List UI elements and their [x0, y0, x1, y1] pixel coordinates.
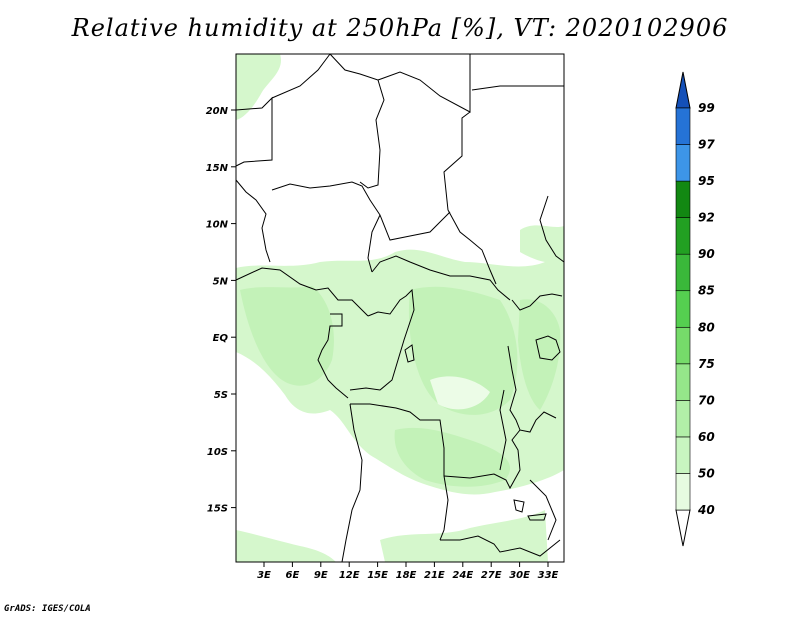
colorbar-label: 85 — [698, 284, 715, 298]
colorbar-label: 92 — [698, 211, 715, 225]
border-segment — [235, 179, 271, 263]
border-segment — [440, 535, 561, 557]
colorbar-label: 90 — [698, 247, 715, 261]
colorbar-box — [675, 400, 691, 438]
humidity-patch-southwest — [236, 530, 336, 562]
border-segment — [443, 111, 497, 285]
longitude-tick-label: 24E — [452, 570, 473, 581]
border-segment — [350, 403, 449, 541]
border-segment — [329, 53, 385, 189]
colorbar-box — [675, 253, 691, 292]
border-segment — [529, 479, 557, 541]
humidity-core-west — [240, 286, 334, 386]
lake-outline — [404, 344, 415, 363]
border-segment — [507, 345, 521, 431]
colorbar-label: 75 — [698, 357, 715, 371]
longitude-tick-label: 27E — [481, 570, 502, 581]
humidity-patch-northwest — [236, 54, 281, 120]
longitude-tick-label: 21E — [424, 570, 445, 581]
humidity-dry-pocket — [430, 376, 490, 410]
colorbar-label: 40 — [697, 503, 715, 517]
colorbar-label: 95 — [698, 174, 715, 188]
colorbar-label: 50 — [698, 466, 715, 480]
longitude-tick-label: 30E — [509, 570, 530, 581]
border-segment — [377, 54, 471, 113]
colorbar-box — [675, 363, 691, 401]
longitude-tick-label: 15E — [367, 570, 388, 581]
map-title: Relative humidity at 250hPa [%], VT: 202… — [71, 14, 729, 42]
border-segment — [443, 411, 557, 490]
colorbar-box — [675, 107, 691, 145]
latitude-tick-label: 10N — [206, 220, 229, 231]
colorbar-box — [675, 144, 691, 182]
border-segment — [235, 96, 273, 167]
colorbar-label: 97 — [698, 138, 715, 152]
border-segment — [317, 313, 349, 399]
country-borders — [235, 53, 565, 563]
longitude-axis: 3E 6E 9E 12E 15E 18E 21E 24E 27E 30E 33E — [257, 562, 559, 581]
border-segment — [271, 53, 331, 99]
lake-outline — [527, 513, 547, 521]
colorbar-box — [675, 180, 691, 218]
border-segment — [539, 195, 565, 263]
border-segment — [499, 389, 507, 471]
latitude-tick-label: 10S — [207, 447, 228, 458]
grads-credit: GrADS: IGES/COLA — [4, 604, 91, 614]
colorbar-box — [675, 436, 691, 474]
colorbar-label: 70 — [698, 393, 715, 407]
longitude-tick-label: 6E — [286, 570, 300, 581]
latitude-tick-label: 15S — [207, 504, 228, 515]
border-segment — [371, 255, 511, 301]
border-segment — [511, 293, 563, 311]
humidity-core-south — [394, 427, 511, 487]
latitude-tick-label: EQ — [213, 333, 229, 344]
border-segment — [471, 85, 564, 91]
colorbar-label: 60 — [698, 430, 715, 444]
latitude-tick-label: 15N — [206, 163, 229, 174]
latitude-tick-label: 20N — [206, 106, 229, 117]
humidity-patch-east-strip — [520, 225, 564, 264]
border-segment — [349, 288, 415, 391]
longitude-tick-label: 12E — [339, 570, 360, 581]
border-segment — [379, 211, 451, 241]
colorbar: 40 50 60 70 75 80 85 90 92 95 97 99 — [675, 71, 715, 547]
latitude-tick-label: 5S — [214, 390, 228, 401]
longitude-tick-label: 18E — [396, 570, 417, 581]
longitude-tick-label: 9E — [314, 570, 328, 581]
colorbar-box — [675, 473, 691, 511]
colorbar-arrow-low — [675, 509, 691, 547]
humidity-fill-light — [430, 376, 490, 410]
colorbar-box — [675, 290, 691, 328]
longitude-tick-label: 3E — [257, 570, 271, 581]
colorbar-arrow-high — [675, 71, 691, 109]
colorbar-box — [675, 217, 691, 255]
map-area — [235, 53, 565, 563]
latitude-axis: 20N 15N 10N 5N EQ 5S 10S 15S — [206, 106, 236, 515]
border-segment — [535, 335, 561, 361]
longitude-tick-label: 33E — [538, 570, 559, 581]
latitude-tick-label: 5N — [213, 276, 229, 287]
humidity-patch-south-central — [380, 510, 548, 562]
border-segment — [271, 181, 381, 273]
border-segment — [341, 403, 363, 563]
lake-outline — [513, 499, 525, 513]
border-segment — [235, 267, 369, 317]
colorbar-box — [675, 326, 691, 365]
colorbar-label: 99 — [698, 101, 715, 115]
colorbar-label: 80 — [698, 320, 715, 334]
map-frame — [235, 53, 565, 563]
